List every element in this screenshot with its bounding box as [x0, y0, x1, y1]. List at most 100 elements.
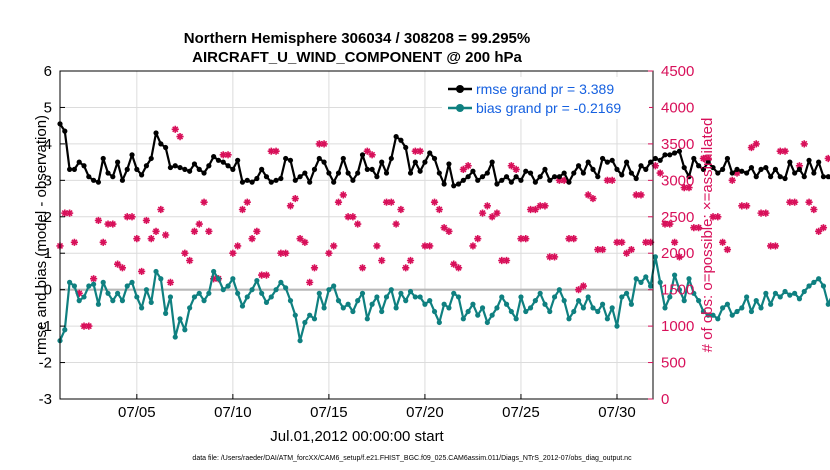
- rmse-point: [739, 168, 745, 174]
- right-tick-label: 0: [661, 391, 669, 408]
- data-file-footnote: data file: /Users/raeder/DAI/ATM_forcXX/…: [192, 455, 632, 462]
- rmse-point: [124, 166, 130, 172]
- rmse-point: [763, 164, 769, 171]
- obs-count-marker: [680, 184, 688, 192]
- obs-count-marker: [118, 264, 127, 272]
- rmse-point: [801, 174, 807, 180]
- bias-point: [331, 283, 337, 289]
- rmse-point: [273, 177, 279, 183]
- obs-count-marker: [411, 147, 419, 155]
- bias-point: [527, 305, 534, 311]
- obs-count-marker: [195, 220, 203, 228]
- rmse-point: [527, 170, 534, 176]
- obs-count-marker: [507, 162, 515, 170]
- obs-count-marker: [181, 249, 189, 257]
- obs-count-marker: [358, 264, 367, 272]
- left-tick-label: 1: [44, 245, 52, 262]
- rmse-point: [71, 166, 78, 172]
- left-y-axis-label: rmse and bias (model - observation): [33, 115, 50, 355]
- bias-point: [268, 294, 274, 300]
- left-tick-label: -1: [39, 318, 52, 335]
- legend-rmse-label: rmse grand pr = 3.389: [476, 81, 614, 97]
- rmse-point: [542, 166, 548, 172]
- bias-point: [451, 290, 457, 296]
- obs-count-marker: [325, 249, 333, 257]
- bias-point: [177, 316, 183, 322]
- rmse-point: [585, 159, 591, 165]
- rmse-point: [407, 170, 414, 176]
- rmse-point: [359, 152, 366, 158]
- plot-frame: [59, 70, 654, 400]
- rmse-point: [249, 179, 255, 185]
- obs-count-marker: [695, 224, 703, 232]
- obs-count-marker: [767, 242, 775, 250]
- bias-point: [297, 338, 303, 344]
- obs-count-marker: [421, 242, 429, 250]
- obs-count-marker: [296, 235, 304, 243]
- rmse-point: [398, 137, 404, 143]
- bias-point: [811, 279, 817, 285]
- bias-point: [134, 294, 140, 300]
- rmse-point: [595, 174, 601, 180]
- rmse-point: [556, 174, 562, 180]
- rmse-point: [475, 177, 481, 183]
- rmse-point: [513, 174, 519, 180]
- obs-count-marker: [570, 235, 578, 243]
- rmse-point: [239, 179, 246, 185]
- rmse-point: [76, 159, 82, 165]
- bias-point: [383, 294, 390, 300]
- rmse-point: [753, 174, 759, 180]
- bias-point: [273, 287, 279, 293]
- obs-count-marker: [392, 220, 400, 228]
- obs-count-marker: [224, 151, 232, 159]
- rmse-point: [115, 159, 121, 165]
- obs-count-marker: [622, 249, 631, 257]
- chart-subtitle: AIRCRAFT_U_WIND_COMPONENT @ 200 hPa: [192, 49, 522, 66]
- right-y-axis: 0 500 1000 1500 2000 2500 3000 3500 4000 4500: [648, 63, 694, 408]
- legend-rmse-marker: [456, 85, 464, 93]
- bias-point: [489, 312, 495, 318]
- bias-point: [676, 287, 683, 293]
- rmse-point: [768, 174, 774, 180]
- bias-point: [503, 301, 510, 307]
- rmse-point: [532, 179, 538, 185]
- bias-point: [249, 287, 255, 293]
- bias-point: [566, 316, 572, 322]
- rmse-point: [86, 174, 92, 180]
- rmse-series: [57, 121, 830, 189]
- obs-count-marker: [248, 235, 256, 243]
- obs-count-marker: [719, 238, 727, 246]
- x-tick-label: 07/25: [502, 404, 540, 421]
- bias-line: [58, 255, 830, 342]
- legend: rmse grand pr = 3.389 bias grand pr = -0…: [442, 77, 649, 119]
- bias-point: [105, 290, 111, 296]
- obs-count-marker: [234, 242, 242, 250]
- bias-point: [777, 294, 783, 300]
- rmse-point: [187, 168, 193, 174]
- observation-count-markers: [56, 125, 830, 330]
- obs-count-marker: [133, 235, 141, 243]
- obs-count-marker: [824, 154, 830, 163]
- bias-point: [148, 299, 154, 306]
- bias-point: [619, 294, 625, 300]
- rmse-point: [263, 174, 270, 180]
- rmse-point: [211, 154, 217, 160]
- bias-point: [139, 305, 145, 311]
- bias-point: [623, 290, 630, 296]
- x-tick-label: 07/20: [406, 404, 444, 421]
- bias-point: [345, 301, 351, 307]
- bias-point: [316, 290, 322, 296]
- bias-point: [446, 305, 452, 311]
- bias-point: [537, 290, 543, 296]
- legend-bias-marker: [456, 104, 464, 112]
- obs-count-marker: [387, 198, 395, 206]
- obs-count-marker: [714, 213, 722, 221]
- bias-point: [792, 290, 798, 296]
- rmse-point: [91, 177, 97, 183]
- obs-count-marker: [791, 198, 799, 206]
- obs-count-marker: [190, 227, 199, 235]
- obs-count-marker: [128, 213, 136, 221]
- obs-count-marker: [646, 238, 655, 246]
